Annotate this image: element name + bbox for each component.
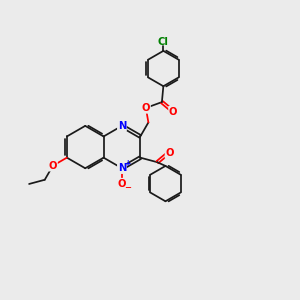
Text: O: O bbox=[165, 148, 174, 158]
Text: O: O bbox=[169, 106, 177, 117]
Text: N: N bbox=[118, 163, 126, 173]
Text: O: O bbox=[142, 103, 150, 113]
Text: O: O bbox=[118, 178, 126, 189]
Text: N: N bbox=[118, 121, 126, 131]
Text: +: + bbox=[124, 159, 131, 168]
Text: O: O bbox=[49, 161, 57, 171]
Text: Cl: Cl bbox=[158, 37, 169, 47]
Text: −: − bbox=[124, 183, 131, 192]
